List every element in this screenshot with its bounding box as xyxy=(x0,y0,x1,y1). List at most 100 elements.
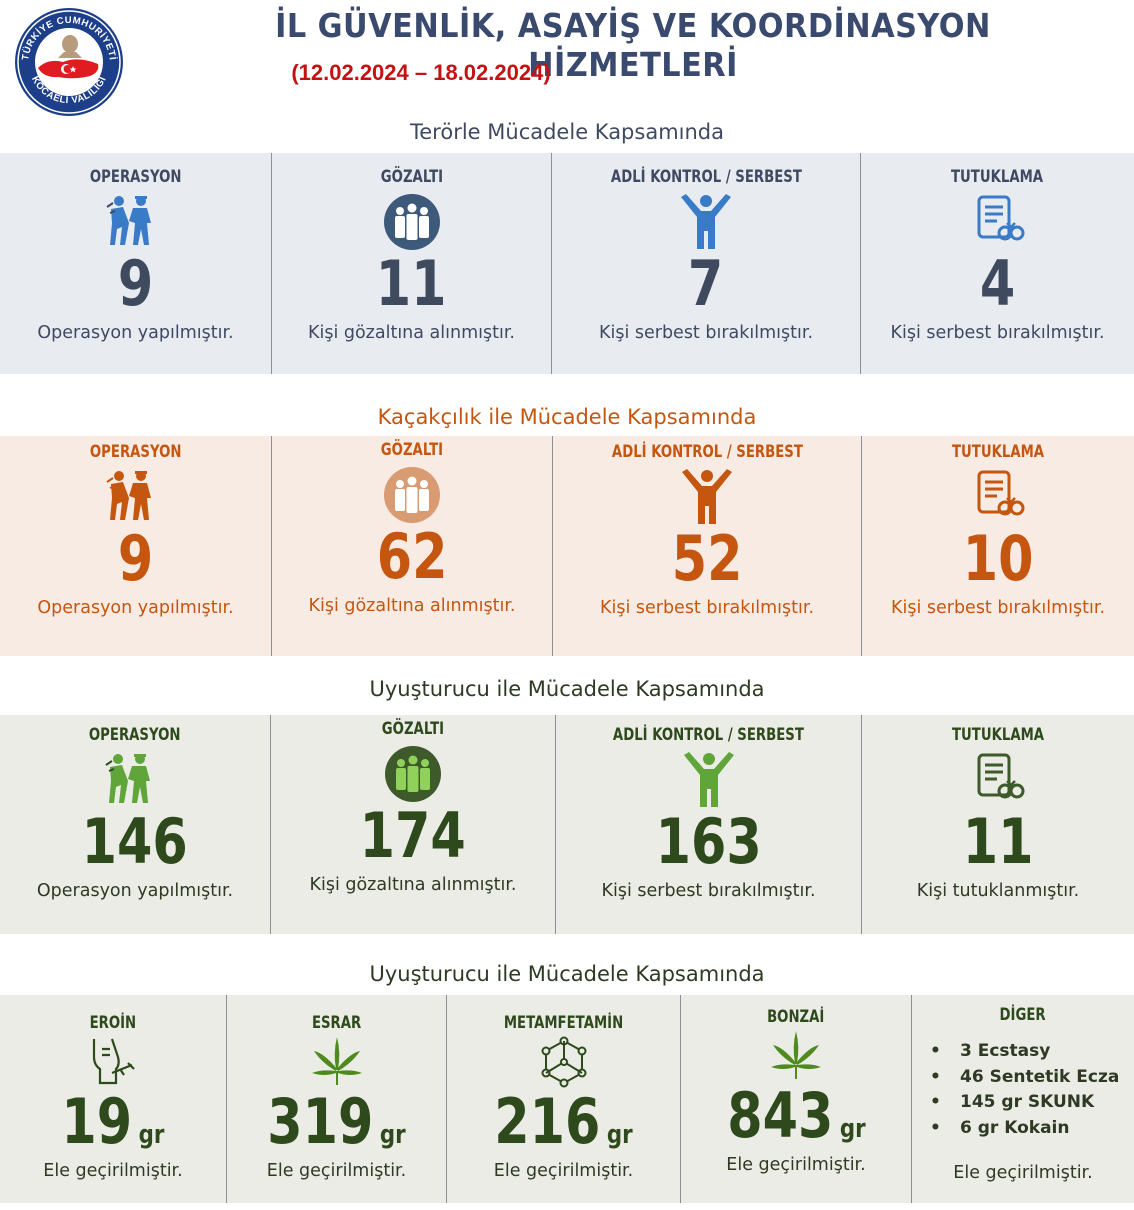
stat-card-operasyon: OPERASYON 146 Operasyon yapılmıştır. xyxy=(0,715,270,934)
drug-description: Ele geçirilmiştir. xyxy=(953,1163,1093,1183)
stat-label: GÖZALTI xyxy=(381,719,445,739)
stat-card-adli-kontrol: ADLİ KONTROL / SERBEST 52 Kişi serbest b… xyxy=(552,436,861,656)
drug-description: Ele geçirilmiştir. xyxy=(266,1161,407,1181)
free-person-icon xyxy=(676,468,738,526)
drug-label: METAMFETAMİN xyxy=(503,1013,624,1033)
section-drugs: EROİN 19 gr Ele geçirilmiştir. ESRAR 319 g… xyxy=(0,995,1134,1203)
police-arrest-icon xyxy=(105,193,167,251)
section-kacakcilik: OPERASYON 9 Operasyon yapılmıştır. GÖZAL… xyxy=(0,436,1134,656)
free-person-icon xyxy=(675,193,737,251)
stat-description: Kişi tutuklanmıştır. xyxy=(916,881,1080,901)
stat-card-gozalti: GÖZALTI 174 Kişi gözaltına alınmıştır. xyxy=(270,715,555,934)
stat-description: Kişi gözaltına alınmıştır. xyxy=(309,875,517,895)
stat-label: ADLİ KONTROL / SERBEST xyxy=(613,725,804,745)
drug-card-diger: DİGER 3 Ecstasy 46 Sentetik Ecza 145 gr … xyxy=(911,995,1134,1203)
drug-value: 216 xyxy=(494,1085,601,1158)
section-title-uyusturucu-ele-gecirilen: Uyuşturucu ile Mücadele Kapsamında xyxy=(369,962,765,986)
page-title: İL GÜVENLİK, ASAYİŞ VE KOORDİNASYON HİZM… xyxy=(275,6,991,84)
drug-card-metamfetamin: METAMFETAMİN 216 gr Ele geçirilmiştir. xyxy=(446,995,680,1203)
stat-label: OPERASYON xyxy=(89,442,182,462)
drug-label: DİGER xyxy=(999,1005,1047,1025)
section-title-kacakcilik: Kaçakçılık ile Mücadele Kapsamında xyxy=(377,405,757,429)
stat-value: 146 xyxy=(81,805,189,878)
drug-value-row: 843 gr xyxy=(727,1083,865,1149)
stat-description: Operasyon yapılmıştır. xyxy=(37,598,234,618)
section-uyusturucu: OPERASYON 146 Operasyon yapılmıştır. GÖZ… xyxy=(0,715,1134,934)
stat-description: Kişi serbest bırakılmıştır. xyxy=(599,598,815,618)
section-teror: OPERASYON 9 Operasyon yapılmıştır. GÖZAL… xyxy=(0,153,1134,374)
stat-description: Operasyon yapılmıştır. xyxy=(37,323,234,343)
stat-description: Kişi serbest bırakılmıştır. xyxy=(890,598,1106,618)
stat-value: 9 xyxy=(117,247,154,320)
free-person-icon xyxy=(678,751,740,809)
drug-description: Ele geçirilmiştir. xyxy=(726,1155,866,1175)
stat-label: OPERASYON xyxy=(89,167,182,187)
stat-label: TUTUKLAMA xyxy=(951,442,1045,462)
section-title-uyusturucu: Uyuşturucu ile Mücadele Kapsamında xyxy=(369,677,765,701)
stat-value: 163 xyxy=(655,805,762,878)
list-item: 6 gr Kokain xyxy=(930,1116,1119,1142)
drug-value: 19 xyxy=(61,1085,133,1158)
stat-label: GÖZALTI xyxy=(380,440,444,460)
stat-description: Kişi gözaltına alınmıştır. xyxy=(308,596,516,616)
stat-label: GÖZALTI xyxy=(380,167,443,187)
kocaeli-valiligi-logo: TÜRKİYE CUMHURİYETİ KOCAELİ VALİLİĞİ xyxy=(15,8,123,116)
stat-label: OPERASYON xyxy=(89,725,181,745)
group-people-icon xyxy=(381,466,443,524)
document-handcuffs-icon xyxy=(967,468,1029,526)
stat-value: 9 xyxy=(117,522,154,595)
drug-card-eroin: EROİN 19 gr Ele geçirilmiştir. xyxy=(0,995,226,1203)
syringe-arm-icon xyxy=(86,1035,140,1089)
stat-card-tutuklama: TUTUKLAMA 10 Kişi serbest bırakılmıştır. xyxy=(861,436,1134,656)
stat-label: ADLİ KONTROL / SERBEST xyxy=(611,442,803,462)
stat-value: 11 xyxy=(962,805,1034,878)
drug-card-esrar: ESRAR 319 gr Ele geçirilmiştir. xyxy=(226,995,446,1203)
stat-value: 11 xyxy=(376,247,447,320)
stat-description: Kişi serbest bırakılmıştır. xyxy=(598,323,814,343)
police-arrest-icon xyxy=(105,468,167,526)
stat-label: TUTUKLAMA xyxy=(951,167,1044,187)
document-handcuffs-icon xyxy=(967,193,1029,251)
stat-description: Kişi serbest bırakılmıştır. xyxy=(601,881,816,901)
stat-value: 7 xyxy=(688,247,724,320)
stat-card-gozalti: GÖZALTI 62 Kişi gözaltına alınmıştır. xyxy=(271,436,552,656)
date-range: (12.02.2024 – 18.02.2024) xyxy=(291,60,551,85)
stat-card-adli-kontrol: ADLİ KONTROL / SERBEST 7 Kişi serbest bı… xyxy=(551,153,860,374)
drug-label: EROİN xyxy=(89,1013,137,1033)
section-title-teror: Terörle Mücadele Kapsamında xyxy=(410,120,724,144)
stat-label: ADLİ KONTROL / SERBEST xyxy=(610,167,802,187)
stat-value: 4 xyxy=(979,247,1016,320)
drug-description: Ele geçirilmiştir. xyxy=(493,1161,634,1181)
police-arrest-icon xyxy=(104,751,166,809)
stat-card-adli-kontrol: ADLİ KONTROL / SERBEST 163 Kişi serbest … xyxy=(555,715,861,934)
drug-label: ESRAR xyxy=(311,1013,362,1033)
drug-label: BONZAİ xyxy=(767,1007,825,1027)
stat-card-gozalti: GÖZALTI 11 Kişi gözaltına alınmıştır. xyxy=(271,153,551,374)
drug-unit: gr xyxy=(138,1120,165,1150)
cannabis-leaf-icon xyxy=(769,1029,823,1083)
stat-label: TUTUKLAMA xyxy=(951,725,1045,745)
stat-description: Kişi gözaltına alınmıştır. xyxy=(307,323,515,343)
document-handcuffs-icon xyxy=(967,751,1029,809)
group-people-icon xyxy=(381,193,443,251)
stat-value: 62 xyxy=(376,520,448,593)
other-drugs-list: 3 Ecstasy 46 Sentetik Ecza 145 gr SKUNK … xyxy=(930,1039,1119,1141)
list-item: 145 gr SKUNK xyxy=(930,1090,1119,1116)
drug-value-row: 216 gr xyxy=(494,1089,632,1155)
molecule-icon xyxy=(537,1035,591,1089)
stat-value: 10 xyxy=(962,522,1034,595)
list-item: 3 Ecstasy xyxy=(930,1039,1119,1065)
stat-description: Operasyon yapılmıştır. xyxy=(36,881,234,901)
drug-unit: gr xyxy=(606,1120,633,1150)
stat-value: 52 xyxy=(671,522,743,595)
drug-unit: gr xyxy=(379,1120,406,1150)
drug-card-bonzai: BONZAİ 843 gr Ele geçirilmiştir. xyxy=(680,995,911,1203)
drug-value: 843 xyxy=(726,1079,833,1152)
cannabis-leaf-icon xyxy=(310,1035,364,1089)
stat-card-tutuklama: TUTUKLAMA 4 Kişi serbest bırakılmıştır. xyxy=(860,153,1134,374)
drug-value-row: 319 gr xyxy=(267,1089,405,1155)
drug-value: 319 xyxy=(267,1085,374,1158)
stat-card-tutuklama: TUTUKLAMA 11 Kişi tutuklanmıştır. xyxy=(861,715,1134,934)
group-people-icon xyxy=(382,745,444,803)
list-item: 46 Sentetik Ecza xyxy=(930,1065,1119,1091)
